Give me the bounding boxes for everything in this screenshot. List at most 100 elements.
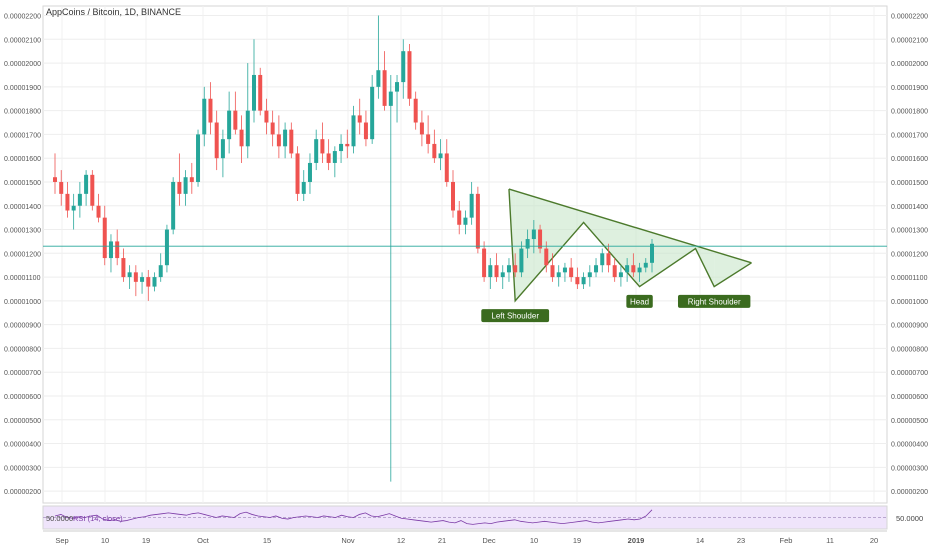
- annotation-badge: [677, 294, 751, 308]
- candle-body: [102, 217, 107, 259]
- y-tick-label-right: 0.00002000: [891, 61, 928, 68]
- candle-body: [426, 134, 431, 144]
- candle-body: [264, 110, 269, 123]
- y-tick-label-left: 0.00001400: [4, 204, 41, 211]
- y-tick-label-left: 0.00001800: [4, 109, 41, 116]
- y-tick-label-left: 0.00000700: [4, 370, 41, 377]
- y-tick-label-right: 0.00001500: [891, 180, 928, 187]
- y-tick-label-left: 0.00001600: [4, 156, 41, 163]
- candle-body: [65, 193, 70, 211]
- candle-body: [444, 153, 449, 182]
- y-tick-label-right: 0.00000200: [891, 489, 928, 496]
- candle-body: [233, 110, 238, 130]
- x-tick-label: 15: [263, 536, 271, 545]
- candle-body: [158, 265, 163, 278]
- candle-body: [152, 277, 157, 287]
- candle-body: [488, 265, 493, 278]
- candle-series: [52, 15, 655, 482]
- candle-body: [59, 181, 64, 194]
- candle-body: [314, 139, 319, 163]
- y-tick-label-right: 0.00001600: [891, 156, 928, 163]
- y-tick-label-left: 0.00002200: [4, 14, 41, 21]
- candle-body: [96, 205, 101, 218]
- symbol-title: AppCoins / Bitcoin, 1D, BINANCE: [46, 7, 181, 17]
- y-tick-label-left: 0.00002000: [4, 61, 41, 68]
- y-tick-label-right: 0.00000800: [891, 346, 928, 353]
- candle-body: [494, 265, 499, 278]
- x-tick-label: 10: [530, 536, 538, 545]
- candle-body: [482, 248, 487, 278]
- y-tick-label-right: 0.00000900: [891, 323, 928, 330]
- pattern-zigzag-line: [508, 189, 752, 303]
- candle-body: [643, 262, 648, 268]
- candle-body: [395, 82, 400, 92]
- candle-body: [463, 217, 468, 225]
- x-tick-label: 21: [438, 536, 446, 545]
- candle-body: [506, 265, 511, 273]
- x-tick-label: Feb: [780, 536, 793, 545]
- candle-body: [90, 174, 95, 206]
- candle-body: [376, 70, 381, 87]
- candle-body: [77, 193, 82, 206]
- candle-body: [631, 265, 636, 273]
- plot-area: [42, 5, 888, 504]
- candle-body: [121, 258, 126, 278]
- x-tick-label: Sep: [55, 536, 68, 545]
- y-tick-label-left: 0.00001300: [4, 228, 41, 235]
- y-tick-label-right: 0.00001400: [891, 204, 928, 211]
- candle-body: [189, 177, 194, 182]
- annotation-badge: [626, 294, 653, 308]
- candle-body: [581, 277, 586, 285]
- x-axis: Sep 10 19 Oct 15 Nov 12 21 Dec 10 19 2019 14 23 Feb 11 2…: [43, 530, 887, 545]
- x-tick-label: Dec: [482, 536, 496, 545]
- y-tick-label-left: 0.00000900: [4, 323, 41, 330]
- grid: [42, 5, 888, 504]
- y-tick-label-right: 0.00001200: [891, 251, 928, 258]
- y-tick-label-right: 0.00000700: [891, 370, 928, 377]
- candle-body: [133, 272, 138, 282]
- candle-body: [214, 122, 219, 159]
- candle-body: [320, 139, 325, 154]
- y-tick-label-left: 0.00000600: [4, 394, 41, 401]
- candle-body: [531, 229, 536, 240]
- y-tick-label-right: 0.00000500: [891, 418, 928, 425]
- x-tick-label: 12: [397, 536, 405, 545]
- y-tick-label-left: 0.00000800: [4, 346, 41, 353]
- candle-body: [227, 110, 232, 140]
- annotation-label: Right Shoulder: [688, 297, 741, 306]
- candle-body: [220, 139, 225, 159]
- candle-body: [569, 267, 574, 278]
- candle-body: [388, 91, 393, 106]
- candle-body: [538, 229, 543, 249]
- candle-body: [295, 153, 300, 194]
- candle-body: [575, 277, 580, 285]
- y-tick-label-left: 0.00001900: [4, 85, 41, 92]
- candle-body: [301, 181, 306, 194]
- candle-body: [513, 265, 518, 273]
- candle-body: [401, 51, 406, 83]
- candle-body: [258, 74, 263, 111]
- candle-body: [637, 267, 642, 273]
- candle-body: [52, 177, 58, 182]
- y-tick-label-right: 0.00002100: [891, 37, 928, 44]
- candle-body: [351, 115, 356, 147]
- y-axis-left: 0.00000200 0.00000300 0.00000400 0.00000500…: [4, 14, 41, 497]
- rsi-pane: [42, 505, 888, 530]
- y-tick-label-left: 0.00001200: [4, 251, 41, 258]
- candle-body: [239, 129, 244, 147]
- candle-body: [457, 210, 462, 225]
- rsi-level-right: 50.0000: [896, 514, 923, 523]
- candle-body: [332, 151, 337, 163]
- y-tick-label-right: 0.00001800: [891, 109, 928, 116]
- x-tick-label: 23: [737, 536, 745, 545]
- candle-body: [519, 248, 524, 273]
- candle-body: [587, 272, 592, 278]
- candle-body: [140, 277, 145, 282]
- candle-body: [84, 174, 89, 194]
- candle-body: [345, 143, 350, 147]
- candle-body: [419, 122, 424, 135]
- candle-body: [525, 239, 530, 249]
- candle-body: [594, 265, 599, 273]
